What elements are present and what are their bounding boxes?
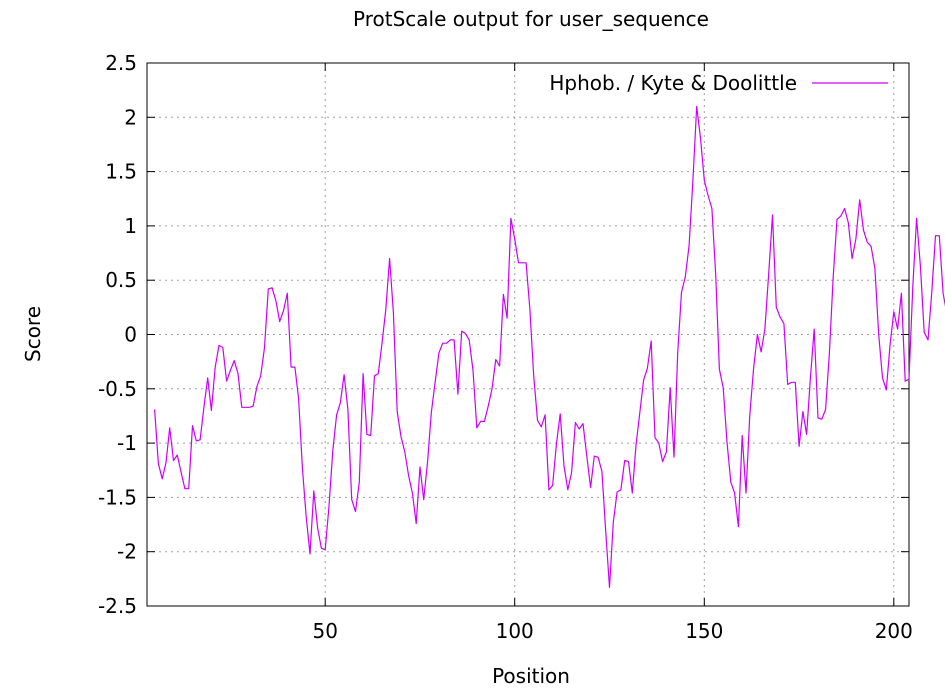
y-tick-label: -0.5	[98, 377, 137, 401]
x-tick-label: 150	[685, 619, 723, 643]
x-tick-labels: 50 100 150 200	[312, 619, 912, 643]
grid	[147, 63, 909, 606]
hydrophobicity-series-line	[154, 105, 945, 589]
y-axis-label: Score	[21, 306, 45, 362]
x-tick-label: 200	[875, 619, 913, 643]
y-tick-label: -1.5	[98, 485, 137, 509]
y-tick-label: 0.5	[105, 268, 137, 292]
y-tick-labels: -2.5 -2 -1.5 -1 -0.5 0 0.5 1 1.5 2 2.5	[98, 51, 137, 618]
y-tick-label: -2	[117, 540, 137, 564]
x-tick-label: 50	[312, 619, 337, 643]
y-tick-label: 0	[124, 323, 137, 347]
ticks	[147, 62, 909, 607]
y-tick-label: -2.5	[98, 594, 137, 618]
series-layer	[154, 105, 945, 589]
chart-title: ProtScale output for user_sequence	[353, 7, 709, 31]
y-tick-label: 2.5	[105, 51, 137, 75]
x-axis-label: Position	[492, 664, 570, 688]
y-tick-label: 2	[124, 105, 137, 129]
legend: Hphob. / Kyte & Doolittle	[549, 71, 888, 95]
y-tick-label: 1.5	[105, 160, 137, 184]
y-tick-label: 1	[124, 214, 137, 238]
x-tick-label: 100	[496, 619, 534, 643]
legend-label: Hphob. / Kyte & Doolittle	[549, 71, 797, 95]
y-tick-label: -1	[117, 431, 137, 455]
